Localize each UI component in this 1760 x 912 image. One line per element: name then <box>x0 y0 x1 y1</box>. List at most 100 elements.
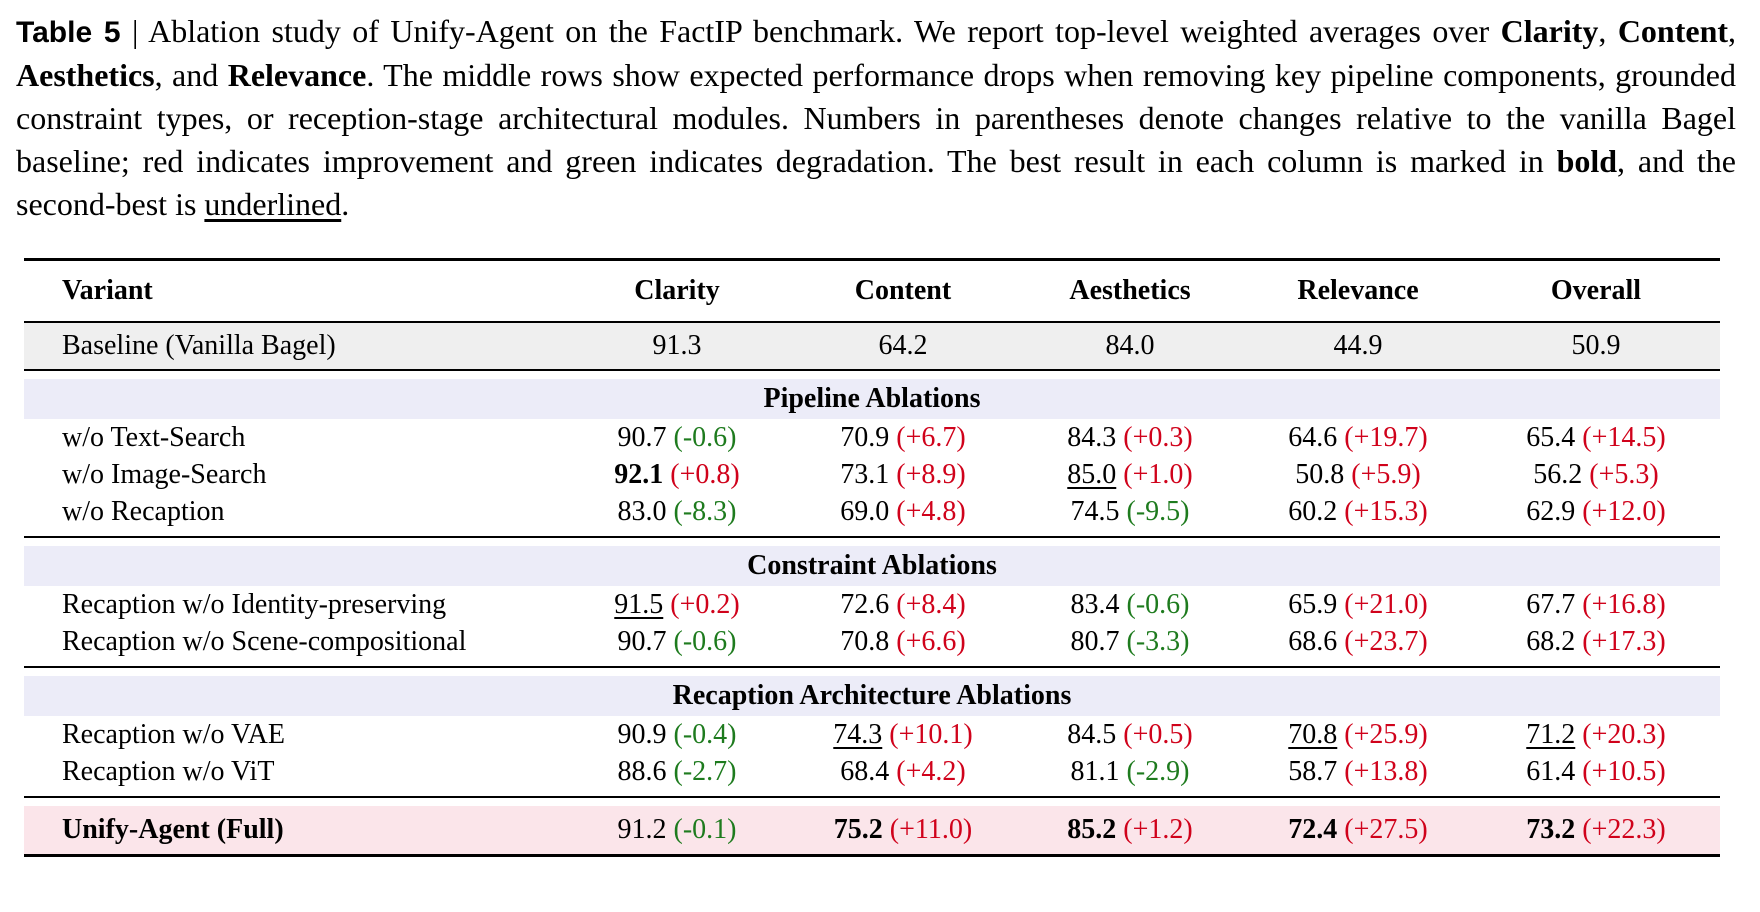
section-title: Constraint Ablations <box>24 546 1720 586</box>
table-cell: 85.2 (+1.2) <box>1016 806 1244 856</box>
table-cell: 73.1 (+8.9) <box>790 456 1016 493</box>
cell-delta: (-0.6) <box>673 422 737 453</box>
cell-delta: (+12.0) <box>1582 496 1666 527</box>
table-row: w/o Recaption 83.0 (-8.3) 69.0 (+4.8) 74.5 … <box>24 493 1720 537</box>
cell-value: 65.4 <box>1526 422 1576 453</box>
table-row: Recaption w/o Identity-preserving 91.5 (+… <box>24 586 1720 623</box>
cell-value: 73.2 <box>1526 814 1576 845</box>
spacer-cell <box>24 537 1720 546</box>
cell-value: 81.1 <box>1070 756 1120 787</box>
baseline-row: Baseline (Vanilla Bagel) 91.3 64.2 84.0 44.9… <box>24 322 1720 370</box>
cell-value: 64.2 <box>790 322 1016 370</box>
table-cell: 84.3 (+0.3) <box>1016 419 1244 456</box>
col-header-overall: Overall <box>1550 275 1642 306</box>
cell-delta: (+21.0) <box>1344 589 1428 620</box>
cell-delta: (+1.2) <box>1123 814 1193 845</box>
cell-delta: (-3.3) <box>1126 626 1190 657</box>
table-cell: 90.7 (-0.6) <box>564 419 790 456</box>
section-spacer <box>24 667 1720 676</box>
table-row: w/o Text-Search 90.7 (-0.6) 70.9 (+6.7) 84.… <box>24 419 1720 456</box>
cell-delta: (+4.8) <box>896 496 966 527</box>
cell-value: 68.4 <box>840 756 890 787</box>
cell-value: 60.2 <box>1288 496 1338 527</box>
table-cell: 70.8 (+6.6) <box>790 623 1016 667</box>
cell-delta: (+10.1) <box>889 719 973 750</box>
table-cell: 74.5 (-9.5) <box>1016 493 1244 537</box>
table-cell: 72.6 (+8.4) <box>790 586 1016 623</box>
col-header-variant: Variant <box>62 275 153 306</box>
full-spacer <box>24 797 1720 806</box>
cell-delta: (+16.8) <box>1582 589 1666 620</box>
ablation-table: Variant Clarity Content Aesthetics Relev… <box>24 258 1720 857</box>
cell-value: 73.1 <box>840 459 890 490</box>
cell-delta: (+25.9) <box>1344 719 1428 750</box>
full-model-row: Unify-Agent (Full) 91.2 (-0.1) 75.2 (+11.0… <box>24 806 1720 856</box>
cell-value: 83.0 <box>617 496 667 527</box>
cell-delta: (+8.9) <box>896 459 966 490</box>
caption-comma-2: , <box>1728 13 1737 49</box>
cell-value: 62.9 <box>1526 496 1576 527</box>
section-header-row: Constraint Ablations <box>24 546 1720 586</box>
cell-delta: (-2.9) <box>1126 756 1190 787</box>
table-cell: 75.2 (+11.0) <box>790 806 1016 856</box>
table-cell: 62.9 (+12.0) <box>1472 493 1720 537</box>
cell-value: 85.2 <box>1067 814 1117 845</box>
cell-value: 90.7 <box>617 626 667 657</box>
variant-name: Recaption w/o ViT <box>62 756 275 787</box>
cell-delta: (+11.0) <box>889 814 973 845</box>
cell-delta: (+8.4) <box>896 589 966 620</box>
spacer-cell <box>24 370 1720 379</box>
table-cell: 88.6 (-2.7) <box>564 753 790 797</box>
cell-delta: (+0.5) <box>1123 719 1193 750</box>
table-caption: Table 5 | Ablation study of Unify-Agent … <box>16 10 1736 226</box>
cell-value: 61.4 <box>1526 756 1576 787</box>
table-cell: 73.2 (+22.3) <box>1472 806 1720 856</box>
spacer-cell <box>24 797 1720 806</box>
cell-value: 68.2 <box>1526 626 1576 657</box>
table-cell: 72.4 (+27.5) <box>1244 806 1472 856</box>
section-title: Recaption Architecture Ablations <box>24 676 1720 716</box>
caption-text-3: , and the second-best is <box>16 143 1736 222</box>
cell-delta: (+0.3) <box>1123 422 1193 453</box>
caption-content: Content <box>1617 13 1729 49</box>
cell-delta: (+5.3) <box>1589 459 1659 490</box>
variant-name: Recaption w/o Identity-preserving <box>62 589 447 620</box>
table-cell: 92.1 (+0.8) <box>564 456 790 493</box>
cell-value: 74.3 <box>833 719 883 750</box>
table-cell: 61.4 (+10.5) <box>1472 753 1720 797</box>
table-cell: 70.9 (+6.7) <box>790 419 1016 456</box>
cell-delta: (+23.7) <box>1344 626 1428 657</box>
section-spacer <box>24 537 1720 546</box>
table-cell: 68.6 (+23.7) <box>1244 623 1472 667</box>
caption-text-4: . <box>341 186 350 222</box>
cell-value: 69.0 <box>840 496 890 527</box>
cell-value: 67.7 <box>1526 589 1576 620</box>
table-cell: 67.7 (+16.8) <box>1472 586 1720 623</box>
table-cell: 68.2 (+17.3) <box>1472 623 1720 667</box>
table-cell: 60.2 (+15.3) <box>1244 493 1472 537</box>
cell-value: 50.9 <box>1472 322 1720 370</box>
section-title: Pipeline Ablations <box>24 379 1720 419</box>
table-cell: 91.2 (-0.1) <box>564 806 790 856</box>
table-cell: 69.0 (+4.8) <box>790 493 1016 537</box>
cell-value: 80.7 <box>1070 626 1120 657</box>
cell-delta: (+4.2) <box>896 756 966 787</box>
cell-value: 70.8 <box>1288 719 1338 750</box>
cell-value: 72.6 <box>840 589 890 620</box>
table-cell: 83.0 (-8.3) <box>564 493 790 537</box>
cell-delta: (+0.8) <box>670 459 740 490</box>
cell-value: 90.7 <box>617 422 667 453</box>
cell-value: 65.9 <box>1288 589 1338 620</box>
cell-delta: (+19.7) <box>1344 422 1428 453</box>
table-cell: 85.0 (+1.0) <box>1016 456 1244 493</box>
table-cell: 91.5 (+0.2) <box>564 586 790 623</box>
cell-delta: (+27.5) <box>1344 814 1428 845</box>
cell-value: 68.6 <box>1288 626 1338 657</box>
cell-delta: (+1.0) <box>1123 459 1193 490</box>
cell-value: 91.5 <box>614 589 664 620</box>
table-label: Table 5 <box>16 16 121 49</box>
cell-value: 72.4 <box>1288 814 1338 845</box>
cell-delta: (+5.9) <box>1351 459 1421 490</box>
col-header-aesthetics: Aesthetics <box>1069 275 1191 306</box>
cell-value: 58.7 <box>1288 756 1338 787</box>
